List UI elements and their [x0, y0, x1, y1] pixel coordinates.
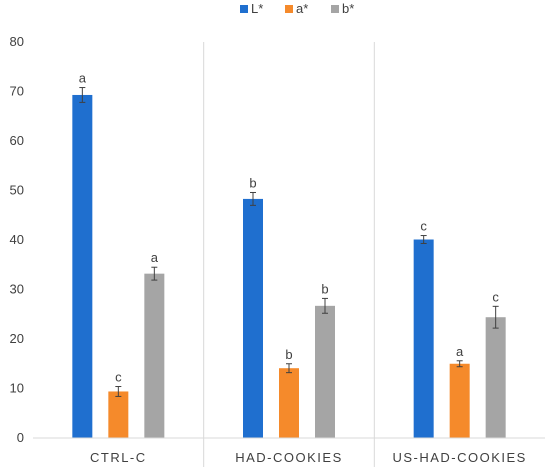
- y-tick-label: 40: [10, 232, 24, 247]
- x-tick-label: US-HAD-COOKIES: [392, 450, 526, 465]
- significance-label: a: [456, 344, 464, 359]
- bar: [108, 391, 129, 438]
- y-tick-label: 50: [10, 183, 24, 198]
- significance-label: b: [249, 175, 256, 190]
- y-tick-label: 60: [10, 133, 24, 148]
- bar: [485, 317, 506, 438]
- bar: [72, 94, 93, 438]
- y-tick-label: 0: [17, 430, 24, 445]
- legend: L* a* b*: [240, 1, 354, 16]
- bar: [243, 198, 263, 438]
- bar: [449, 363, 470, 438]
- legend-swatch: [240, 5, 248, 13]
- x-tick-label: CTRL-C: [90, 450, 147, 465]
- significance-label: a: [151, 250, 159, 265]
- significance-label: b: [285, 347, 292, 362]
- bar: [144, 273, 165, 438]
- bars: a c a b b b c a c: [72, 71, 506, 438]
- x-axis: CTRL-C HAD-COOKIES US-HAD-COOKIES: [33, 437, 545, 465]
- y-tick-label: 70: [10, 84, 24, 99]
- y-axis: 0 10 20 30 40 50 60 70 80: [10, 34, 24, 445]
- y-tick-label: 30: [10, 282, 24, 297]
- bar: [413, 239, 434, 438]
- legend-swatch: [285, 5, 293, 13]
- significance-label: b: [321, 281, 328, 296]
- legend-swatch: [331, 5, 339, 13]
- y-tick-label: 80: [10, 34, 24, 49]
- legend-label: b*: [342, 1, 354, 16]
- legend-label: L*: [251, 1, 263, 16]
- significance-label: a: [79, 71, 87, 86]
- y-tick-label: 10: [10, 381, 24, 396]
- legend-label: a*: [296, 1, 308, 16]
- category-dividers: [203, 42, 375, 467]
- significance-label: c: [420, 219, 427, 234]
- x-tick-label: HAD-COOKIES: [235, 450, 343, 465]
- bar: [279, 368, 299, 438]
- significance-label: c: [115, 370, 122, 385]
- significance-label: c: [492, 289, 499, 304]
- bar: [315, 305, 335, 438]
- y-tick-label: 20: [10, 331, 24, 346]
